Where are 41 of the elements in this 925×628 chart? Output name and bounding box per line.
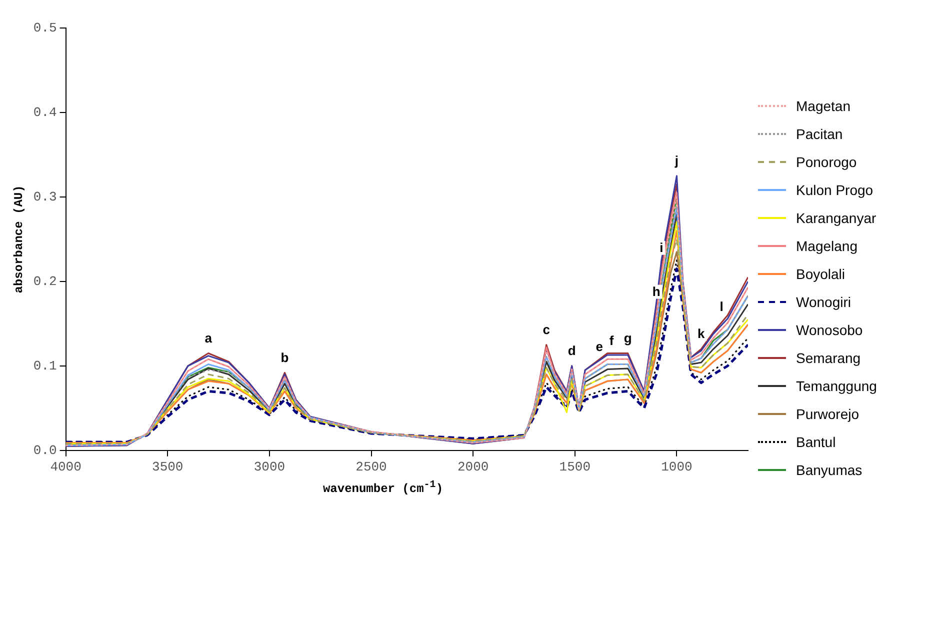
y-tick-label: 0.1 xyxy=(33,358,57,374)
y-tick-label: 0.0 xyxy=(33,442,57,458)
x-tick-label: 1500 xyxy=(559,460,591,475)
legend-label: Temanggung xyxy=(796,378,877,394)
annotation: f xyxy=(609,332,614,348)
legend-label: Semarang xyxy=(796,350,861,366)
legend-label: Purworejo xyxy=(796,406,860,422)
y-tick-label: 0.3 xyxy=(33,189,57,204)
x-tick-label: 4000 xyxy=(50,460,82,475)
y-axis-title: absorbance (AU) xyxy=(12,185,26,294)
annotation: l xyxy=(720,299,724,314)
legend-label: Kulon Progo xyxy=(796,182,874,198)
x-tick-label: 1000 xyxy=(661,460,692,475)
legend-label: Boyolali xyxy=(796,266,846,282)
legend-label: Magelang xyxy=(796,238,858,254)
legend-label: Magetan xyxy=(796,98,850,114)
annotation: b xyxy=(280,350,289,365)
annotation: e xyxy=(596,338,603,354)
legend-label: Karanganyar xyxy=(796,210,876,226)
annotation: h xyxy=(652,284,660,299)
annotation: c xyxy=(542,322,550,337)
annotation: a xyxy=(204,330,213,346)
x-tick-label: 3500 xyxy=(152,460,184,475)
annotation: k xyxy=(698,326,706,342)
legend-label: Banyumas xyxy=(796,462,862,478)
annotation: g xyxy=(624,330,632,346)
legend-label: Wonosobo xyxy=(796,322,863,338)
x-tick-label: 3000 xyxy=(254,460,286,475)
annotation: j xyxy=(674,152,679,168)
annotation: d xyxy=(568,343,576,358)
annotation: i xyxy=(660,240,664,255)
legend-label: Ponorogo xyxy=(796,154,857,170)
x-tick-label: 2500 xyxy=(356,460,387,475)
y-tick-label: 0.5 xyxy=(33,20,57,36)
legend-label: Wonogiri xyxy=(796,294,851,310)
x-axis-title: wavenumber (cm$^{-1}$) xyxy=(322,480,444,496)
y-tick-label: 0.2 xyxy=(33,274,57,289)
legend-label: Bantul xyxy=(796,434,836,450)
x-tick-label: 2000 xyxy=(457,460,489,475)
legend-label: Pacitan xyxy=(796,126,843,142)
y-tick-label: 0.4 xyxy=(33,104,57,120)
